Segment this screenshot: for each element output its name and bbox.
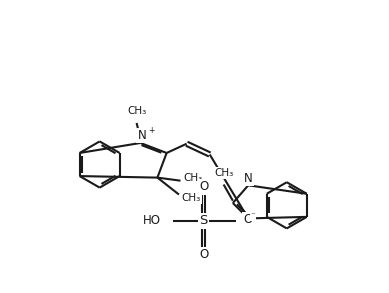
Text: CH₃: CH₃ bbox=[182, 193, 201, 203]
Text: S: S bbox=[200, 214, 208, 227]
Text: N: N bbox=[138, 129, 146, 142]
Text: +: + bbox=[148, 126, 154, 135]
Text: HO: HO bbox=[142, 214, 161, 227]
Text: CH₃: CH₃ bbox=[183, 173, 202, 183]
Text: CH₃: CH₃ bbox=[127, 106, 146, 116]
Text: O: O bbox=[199, 180, 208, 193]
Text: O: O bbox=[244, 214, 253, 226]
Text: N: N bbox=[244, 172, 252, 185]
Text: ⁻: ⁻ bbox=[251, 211, 255, 220]
Text: O: O bbox=[199, 248, 208, 261]
Text: CH₃: CH₃ bbox=[214, 168, 233, 178]
